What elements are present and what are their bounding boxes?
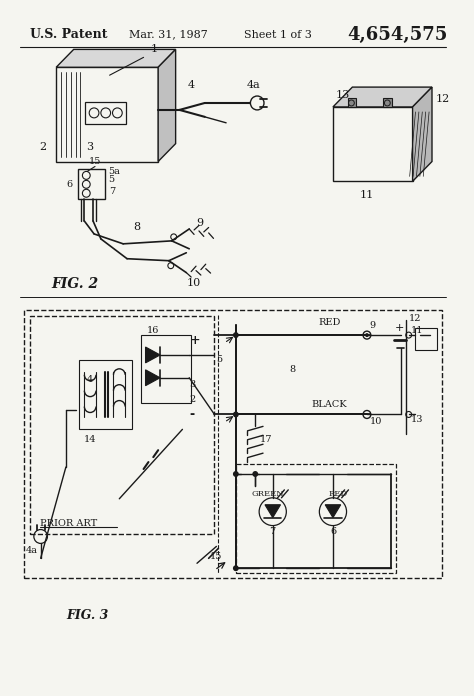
Polygon shape bbox=[146, 347, 160, 363]
Text: 10: 10 bbox=[186, 278, 201, 287]
Text: 3: 3 bbox=[189, 380, 195, 389]
Bar bbox=[85, 102, 126, 124]
Polygon shape bbox=[265, 505, 281, 518]
Text: -: - bbox=[189, 408, 194, 421]
Text: 13: 13 bbox=[336, 90, 350, 100]
Bar bbox=[79, 360, 132, 429]
Text: 5a: 5a bbox=[109, 167, 120, 176]
Text: 4a: 4a bbox=[26, 546, 38, 555]
Bar bbox=[24, 310, 442, 578]
Circle shape bbox=[233, 471, 239, 477]
Text: U.S. Patent: U.S. Patent bbox=[30, 28, 108, 41]
Text: 7: 7 bbox=[109, 187, 115, 196]
Bar bbox=[416, 328, 437, 350]
Polygon shape bbox=[325, 505, 341, 518]
Text: 4: 4 bbox=[187, 80, 194, 90]
Text: 17: 17 bbox=[260, 435, 273, 444]
Text: RED: RED bbox=[319, 317, 341, 326]
Text: 14: 14 bbox=[83, 435, 96, 444]
Polygon shape bbox=[412, 87, 432, 182]
Text: 12: 12 bbox=[436, 94, 450, 104]
Text: 9: 9 bbox=[196, 218, 203, 228]
Circle shape bbox=[233, 332, 239, 338]
Bar bbox=[141, 335, 191, 402]
Text: +: + bbox=[189, 333, 200, 347]
Bar bbox=[78, 169, 105, 199]
Text: 2: 2 bbox=[39, 141, 46, 152]
Text: FIG. 2: FIG. 2 bbox=[51, 276, 99, 290]
Text: 6: 6 bbox=[66, 180, 73, 189]
Text: 8: 8 bbox=[289, 365, 295, 374]
Text: 4a: 4a bbox=[246, 80, 260, 90]
Circle shape bbox=[365, 333, 369, 337]
Bar bbox=[347, 98, 356, 107]
Bar bbox=[333, 107, 412, 182]
Text: 5: 5 bbox=[216, 356, 222, 365]
Text: BLACK: BLACK bbox=[311, 400, 347, 409]
Text: 4,654,575: 4,654,575 bbox=[347, 26, 448, 44]
Circle shape bbox=[252, 471, 258, 477]
Text: 15: 15 bbox=[210, 552, 222, 561]
Bar bbox=[383, 98, 392, 107]
Text: FIG. 3: FIG. 3 bbox=[66, 609, 108, 622]
Text: +: + bbox=[395, 323, 404, 333]
Bar bbox=[30, 316, 214, 535]
Circle shape bbox=[233, 411, 239, 418]
Text: 16: 16 bbox=[146, 326, 159, 335]
Polygon shape bbox=[158, 49, 176, 161]
Text: 12: 12 bbox=[409, 314, 421, 323]
Text: 6: 6 bbox=[330, 527, 336, 536]
Text: RED: RED bbox=[328, 490, 347, 498]
Text: Mar. 31, 1987: Mar. 31, 1987 bbox=[129, 29, 208, 40]
Text: 3: 3 bbox=[87, 141, 94, 152]
Text: PRIOR ART: PRIOR ART bbox=[40, 519, 97, 528]
Polygon shape bbox=[333, 87, 432, 107]
Text: 10: 10 bbox=[370, 417, 382, 426]
Bar bbox=[236, 464, 396, 574]
Text: 8: 8 bbox=[133, 222, 140, 232]
Text: 5: 5 bbox=[109, 175, 115, 184]
Text: 9: 9 bbox=[370, 321, 376, 330]
Polygon shape bbox=[56, 49, 176, 68]
Text: 11: 11 bbox=[410, 326, 423, 335]
Text: Sheet 1 of 3: Sheet 1 of 3 bbox=[244, 29, 311, 40]
Text: 13: 13 bbox=[410, 415, 423, 424]
Bar bbox=[56, 68, 158, 161]
Text: GREEN: GREEN bbox=[252, 490, 284, 498]
Text: 7: 7 bbox=[270, 527, 276, 536]
Text: 2: 2 bbox=[189, 395, 195, 404]
Polygon shape bbox=[146, 370, 160, 386]
Text: 15: 15 bbox=[89, 157, 101, 166]
Circle shape bbox=[233, 565, 239, 571]
Text: 4: 4 bbox=[86, 375, 92, 384]
Text: 1: 1 bbox=[150, 45, 157, 54]
Text: 11: 11 bbox=[360, 190, 374, 200]
